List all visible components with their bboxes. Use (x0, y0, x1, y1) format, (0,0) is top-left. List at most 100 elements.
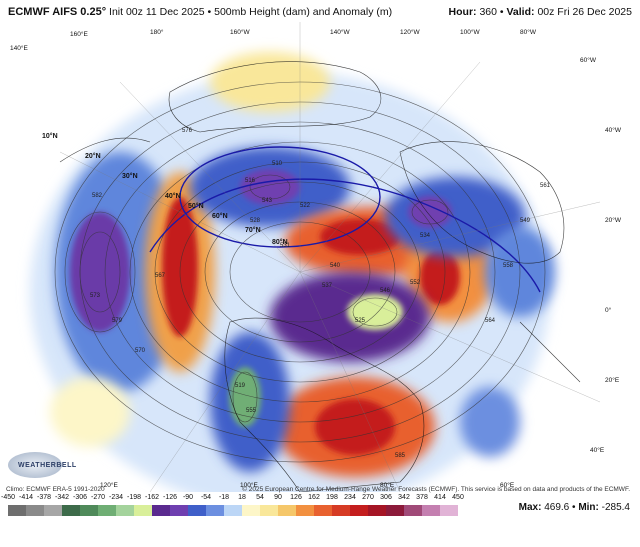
colorbar-tick: 450 (452, 494, 464, 501)
anomaly-pacific-low-core (70, 212, 130, 332)
lat-label: 70°N (245, 226, 261, 234)
colorbar-tick: -162 (144, 494, 160, 501)
lat-label: 60°N (212, 212, 228, 220)
anomaly-colorbar (8, 505, 458, 516)
colorbar-tick: 270 (362, 494, 374, 501)
colorbar-tick: 18 (238, 494, 246, 501)
map-panel: 10°N 20°N 30°N 40°N 50°N 60°N 70°N 80°N … (0, 22, 640, 492)
product-name: 500mb Height (dam) and Anomaly (m) (214, 6, 393, 18)
contour-label: 567 (155, 273, 166, 279)
lon-label: 180° (150, 28, 164, 36)
colorbar-tick: -54 (200, 494, 212, 501)
header-bar: ECMWF AIFS 0.25° Init 00z 11 Dec 2025 • … (0, 0, 640, 22)
lon-label: 100°E (240, 481, 258, 489)
lon-label: 60°W (580, 56, 597, 64)
colorbar-tick: 414 (434, 494, 446, 501)
colorbar-tick: 306 (380, 494, 392, 501)
colorbar-swatch (116, 505, 134, 516)
lat-label: 30°N (122, 172, 138, 180)
colorbar-tick: 234 (344, 494, 356, 501)
logo-text: WEATHERBELL (18, 462, 77, 469)
lon-label: 80°W (520, 28, 537, 36)
coastlines (59, 61, 581, 492)
anomaly-atlantic-trough (460, 387, 520, 457)
anomaly-eurasia-trough-core (408, 196, 452, 228)
colorbar-tick-labels: -450 -414 -378 -342 -306 -270 -234 -198 -162 -126… (1, 494, 464, 504)
lon-label: 120°E (100, 481, 118, 489)
title-separator: • (204, 6, 215, 18)
graticule (59, 22, 601, 492)
lat-label: 40°N (165, 192, 181, 200)
colorbar-swatch (206, 505, 224, 516)
lon-label: 20°E (605, 376, 620, 384)
anomaly-eurasia-trough (385, 177, 525, 257)
contour-label: 540 (330, 263, 341, 269)
colorbar-swatch (350, 505, 368, 516)
contour-label: 570 (135, 348, 146, 354)
colorbar-swatch (8, 505, 26, 516)
key-contours (149, 146, 541, 293)
colorbar-swatch (314, 505, 332, 516)
model-name: ECMWF AIFS 0.25° (8, 6, 107, 18)
anomaly-field (30, 52, 555, 492)
contour-label: 528 (250, 218, 261, 224)
colorbar-tick: -270 (90, 494, 106, 501)
hour-label: Hour: (448, 6, 477, 18)
lon-label: 140°E (10, 44, 28, 52)
colorbar-tick: -234 (108, 494, 124, 501)
colorbar-tick: -198 (126, 494, 142, 501)
hemisphere-map: 10°N 20°N 30°N 40°N 50°N 60°N 70°N 80°N … (10, 22, 622, 492)
contour-label: 579 (112, 318, 123, 324)
colorbar-swatch (188, 505, 206, 516)
contour-label: 519 (235, 383, 246, 389)
colorbar-swatch (440, 505, 458, 516)
anomaly-west-trough-core (229, 367, 261, 427)
colorbar-tick: -126 (162, 494, 178, 501)
colorbar-swatch (134, 505, 152, 516)
contour-label: 573 (90, 293, 101, 299)
lon-label: 160°W (230, 28, 250, 36)
weatherbell-logo: WEATHERBELL (8, 452, 76, 478)
contour-label: 531 (280, 243, 291, 249)
title-right: Hour: 360 • Valid: 00z Fri 26 Dec 2025 (449, 6, 632, 18)
colorbar-swatch (224, 505, 242, 516)
valid-value: 00z Fri 26 Dec 2025 (537, 6, 632, 18)
colorbar-tick: 126 (290, 494, 302, 501)
lat-label: 20°N (85, 152, 101, 160)
lon-label: 60°E (500, 481, 515, 489)
valid-label: Valid: (506, 6, 535, 18)
contour-label: 555 (246, 408, 257, 414)
anomaly-polar-ridge-core (320, 219, 400, 255)
colorbar-tick: -18 (218, 494, 230, 501)
anomaly-arctic-trough-core (240, 169, 300, 205)
colorbar-tick: -342 (54, 494, 70, 501)
colorbar-tick: -378 (36, 494, 52, 501)
lon-label: 80°E (380, 481, 395, 489)
colorbar-tick: 198 (326, 494, 338, 501)
contour-label: 561 (540, 183, 551, 189)
climo-note: Climo: ECMWF ERA-5 1991-2020 (6, 486, 105, 493)
colorbar-swatch (278, 505, 296, 516)
contour-value-labels: 510 516 522 528 534 540 546 552 558 564 … (90, 128, 551, 459)
min-label: Min: (578, 502, 599, 513)
lat-label: 50°N (188, 202, 204, 210)
contour-label: 516 (245, 178, 256, 184)
contour-label: 564 (485, 318, 496, 324)
max-label: Max: (518, 502, 542, 513)
colorbar-swatch (332, 505, 350, 516)
colorbar-swatch (404, 505, 422, 516)
colorbar-swatch (260, 505, 278, 516)
contour-label: 525 (355, 318, 366, 324)
contour-label: 558 (503, 263, 514, 269)
lon-label: 120°W (400, 28, 420, 36)
colorbar-swatch (62, 505, 80, 516)
lon-label: 40°E (590, 446, 605, 454)
colorbar-swatch (422, 505, 440, 516)
max-min-readout: Max: 469.6 • Min: -285.4 (518, 502, 630, 513)
max-value: 469.6 (544, 502, 570, 513)
contour-label: 582 (92, 193, 103, 199)
hour-value: 360 (479, 6, 497, 18)
colorbar-swatch (242, 505, 260, 516)
lon-label: 140°W (330, 28, 350, 36)
anomaly-background (30, 72, 550, 492)
